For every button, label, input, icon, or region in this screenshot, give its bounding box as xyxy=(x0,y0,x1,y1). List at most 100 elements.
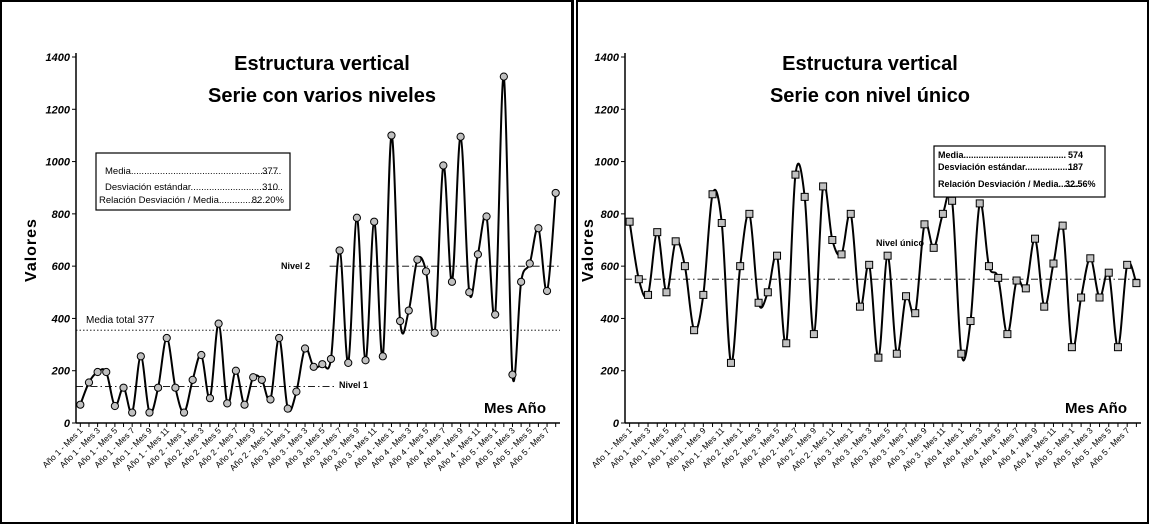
data-point xyxy=(800,192,809,201)
data-point xyxy=(828,236,837,244)
statistics-box: Media...................................… xyxy=(95,152,291,211)
data-point xyxy=(874,353,883,362)
data-point xyxy=(300,344,310,353)
data-point xyxy=(214,319,223,328)
data-point xyxy=(1123,260,1132,269)
y-tick-label: 1000 xyxy=(46,157,71,169)
data-point xyxy=(491,310,500,319)
data-point xyxy=(482,212,491,221)
chart-title: Estructura vertical xyxy=(782,53,958,75)
data-point xyxy=(948,196,957,205)
data-point xyxy=(370,217,379,226)
data-point xyxy=(1067,343,1076,352)
data-point xyxy=(662,288,671,297)
data-point xyxy=(145,408,154,417)
data-point xyxy=(162,333,171,343)
statistics-value: 574 xyxy=(1068,150,1083,160)
data-point xyxy=(1003,330,1012,339)
data-point xyxy=(763,288,772,297)
data-point xyxy=(892,349,901,358)
data-point xyxy=(344,358,353,367)
right-chart-panel: 0 200 400 600 800 1000 1200 1400 Año 1 - Mes 1 Añ… xyxy=(576,0,1149,524)
y-tick-label: 600 xyxy=(601,261,620,273)
statistics-box-frame xyxy=(95,152,291,211)
data-point xyxy=(387,131,396,140)
data-point xyxy=(819,182,828,191)
chart-subtitle: Serie con nivel único xyxy=(770,85,970,107)
y-tick-label: 200 xyxy=(51,366,71,378)
data-point xyxy=(119,383,128,392)
x-axis-label: Mes Año xyxy=(1065,400,1127,417)
statistics-value: 310 xyxy=(262,182,278,193)
reference-line-label: Nivel 2 xyxy=(281,261,310,271)
data-point xyxy=(782,339,791,348)
data-point xyxy=(361,356,370,365)
data-point xyxy=(197,350,206,360)
statistics-box-frame xyxy=(933,145,1106,198)
data-point xyxy=(421,267,431,276)
data-point xyxy=(413,255,422,264)
data-point xyxy=(396,316,405,326)
data-point xyxy=(205,394,215,403)
panel-divider xyxy=(572,0,578,524)
data-point xyxy=(1031,234,1040,243)
data-point xyxy=(283,404,292,413)
y-tick-label: 1400 xyxy=(595,52,620,64)
data-point xyxy=(1077,293,1086,302)
data-point xyxy=(1095,293,1104,302)
data-point xyxy=(326,354,336,364)
data-point xyxy=(292,387,301,396)
data-point xyxy=(430,328,439,337)
data-point xyxy=(179,408,189,417)
data-point xyxy=(508,370,517,379)
data-point xyxy=(318,360,327,369)
y-tick-label: 600 xyxy=(52,261,71,273)
statistics-label: Relación Desviación / Media.............… xyxy=(99,195,258,206)
data-point xyxy=(902,292,911,301)
data-point xyxy=(1113,343,1122,352)
data-point xyxy=(837,250,846,259)
statistics-value: 377 xyxy=(262,166,278,177)
data-point xyxy=(249,373,258,382)
data-point xyxy=(846,209,855,218)
statistics-label: Desviación estándar.....................… xyxy=(105,182,283,193)
data-point xyxy=(680,262,689,271)
data-point xyxy=(465,288,474,297)
statistics-box: Media...................................… xyxy=(933,145,1106,198)
data-point xyxy=(966,317,975,326)
data-point xyxy=(938,209,947,218)
data-point xyxy=(525,259,534,268)
y-tick-label: 1400 xyxy=(46,52,71,64)
data-point xyxy=(920,220,929,229)
data-point xyxy=(975,199,984,208)
data-point xyxy=(257,375,266,384)
data-point xyxy=(625,217,634,226)
data-point xyxy=(447,277,457,286)
data-point xyxy=(929,243,938,252)
y-tick-label: 800 xyxy=(601,209,620,221)
data-point xyxy=(690,326,699,335)
data-point xyxy=(984,262,993,271)
data-point xyxy=(1058,221,1067,230)
data-point xyxy=(653,228,662,237)
reference-line-label: Nivel único xyxy=(876,238,925,248)
data-point xyxy=(865,260,874,269)
data-point xyxy=(736,262,745,271)
y-tick-label: 1000 xyxy=(595,157,620,169)
data-point xyxy=(883,251,892,260)
statistics-label: Desviación estándar.................... xyxy=(938,162,1075,172)
statistics-label: Media...................................… xyxy=(938,150,1066,160)
y-axis-label: Valores xyxy=(23,218,40,282)
data-point xyxy=(1021,284,1030,293)
data-point xyxy=(911,309,920,318)
data-point xyxy=(188,375,197,384)
y-tick-label: 400 xyxy=(600,313,620,325)
data-point xyxy=(1012,276,1021,285)
series-line xyxy=(79,75,557,415)
data-point xyxy=(275,333,284,343)
data-point xyxy=(128,408,137,417)
data-point xyxy=(102,367,111,377)
data-point xyxy=(171,383,180,392)
